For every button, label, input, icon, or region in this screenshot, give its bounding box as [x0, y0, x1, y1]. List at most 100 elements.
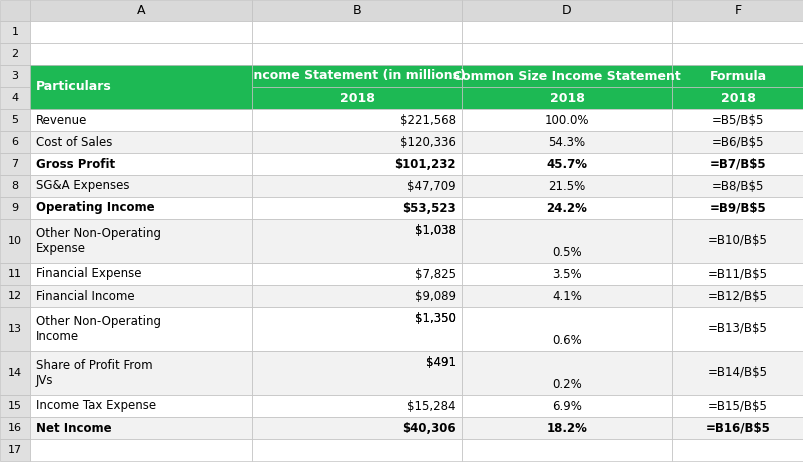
Text: 24.2%: 24.2% — [546, 201, 587, 214]
Bar — [251, 109, 462, 131]
Text: SG&A Expenses: SG&A Expenses — [36, 179, 129, 192]
Bar — [251, 439, 462, 461]
Text: =B11/B$5: =B11/B$5 — [707, 267, 767, 281]
Bar — [671, 153, 803, 175]
Bar — [0, 153, 30, 175]
Bar — [671, 131, 803, 153]
Bar — [251, 153, 462, 175]
Text: 2018: 2018 — [339, 91, 374, 104]
Bar — [251, 197, 462, 219]
Text: Share of Profit From
JVs: Share of Profit From JVs — [36, 359, 153, 387]
Text: $221,568: $221,568 — [400, 114, 455, 126]
Bar — [671, 0, 803, 21]
Bar — [671, 351, 803, 395]
Text: $491: $491 — [426, 356, 455, 369]
Bar — [462, 109, 671, 131]
Text: =B16/B$5: =B16/B$5 — [705, 422, 769, 434]
Bar — [30, 263, 251, 285]
Bar — [0, 109, 30, 131]
Text: 2018: 2018 — [549, 91, 584, 104]
Text: 4: 4 — [11, 93, 18, 103]
Text: B: B — [353, 4, 361, 17]
Bar — [251, 351, 462, 395]
Text: $40,306: $40,306 — [402, 422, 455, 434]
Bar — [30, 109, 251, 131]
Text: $9,089: $9,089 — [414, 289, 455, 302]
Text: Common Size Income Statement: Common Size Income Statement — [453, 69, 680, 82]
Bar — [671, 439, 803, 461]
Text: 18.2%: 18.2% — [546, 422, 587, 434]
Text: =B15/B$5: =B15/B$5 — [707, 399, 767, 412]
Bar — [671, 175, 803, 197]
Bar — [251, 351, 462, 395]
Bar — [251, 43, 462, 65]
Bar — [671, 197, 803, 219]
Bar — [0, 439, 30, 461]
Bar — [0, 21, 30, 43]
Bar — [251, 263, 462, 285]
Text: $120,336: $120,336 — [400, 136, 455, 149]
Bar — [671, 395, 803, 417]
Text: $1,038: $1,038 — [414, 224, 455, 237]
Text: =B14/B$5: =B14/B$5 — [707, 366, 767, 379]
Text: =B8/B$5: =B8/B$5 — [711, 179, 763, 192]
Bar — [462, 307, 671, 351]
Text: 0.5%: 0.5% — [552, 246, 581, 259]
Bar — [251, 131, 462, 153]
Bar — [671, 263, 803, 285]
Text: 7: 7 — [11, 159, 18, 169]
Bar — [462, 43, 671, 65]
Bar — [462, 197, 671, 219]
Text: 5: 5 — [11, 115, 18, 125]
Bar — [30, 351, 251, 395]
Text: 21.5%: 21.5% — [548, 179, 585, 192]
Bar — [0, 0, 30, 21]
Bar — [462, 65, 671, 87]
Text: 6: 6 — [11, 137, 18, 147]
Bar — [0, 43, 30, 65]
Text: 0.2%: 0.2% — [552, 377, 581, 391]
Bar — [251, 307, 462, 351]
Bar — [30, 197, 251, 219]
Bar — [30, 417, 251, 439]
Bar — [251, 417, 462, 439]
Text: =B9/B$5: =B9/B$5 — [709, 201, 765, 214]
Bar — [462, 263, 671, 285]
Bar — [462, 395, 671, 417]
Bar — [0, 307, 30, 351]
Text: Cost of Sales: Cost of Sales — [36, 136, 112, 149]
Text: =B10/B$5: =B10/B$5 — [707, 234, 767, 247]
Bar — [0, 131, 30, 153]
Bar — [462, 87, 671, 109]
Text: 2: 2 — [11, 49, 18, 59]
Bar — [0, 263, 30, 285]
Text: A: A — [137, 4, 145, 17]
Text: 9: 9 — [11, 203, 18, 213]
Text: 14: 14 — [8, 368, 22, 378]
Text: Income Statement (in millions): Income Statement (in millions) — [248, 69, 465, 82]
Text: $1,350: $1,350 — [414, 311, 455, 324]
Text: 12: 12 — [8, 291, 22, 301]
Text: $491: $491 — [426, 356, 455, 369]
Text: 3.5%: 3.5% — [552, 267, 581, 281]
Bar — [671, 87, 803, 109]
Text: Particulars: Particulars — [36, 69, 112, 82]
Text: Particulars: Particulars — [36, 81, 112, 94]
Bar — [30, 0, 251, 21]
Bar — [251, 175, 462, 197]
Bar — [251, 87, 462, 109]
Text: $101,232: $101,232 — [394, 158, 455, 171]
Bar — [462, 0, 671, 21]
Text: Net Income: Net Income — [36, 422, 112, 434]
Text: 13: 13 — [8, 324, 22, 334]
Text: 54.3%: 54.3% — [548, 136, 585, 149]
Text: =B6/B$5: =B6/B$5 — [711, 136, 764, 149]
Bar — [462, 153, 671, 175]
Bar — [251, 21, 462, 43]
Text: 45.7%: 45.7% — [546, 158, 587, 171]
Text: =B12/B$5: =B12/B$5 — [707, 289, 767, 302]
Bar — [0, 417, 30, 439]
Bar — [251, 395, 462, 417]
Bar — [671, 285, 803, 307]
Text: 1: 1 — [11, 27, 18, 37]
